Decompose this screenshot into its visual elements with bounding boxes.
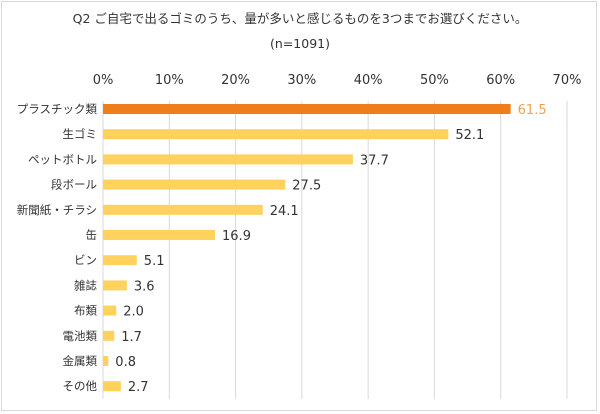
category-label: ペットボトル — [28, 152, 97, 166]
x-tick-label: 20% — [221, 73, 250, 88]
category-label: 生ゴミ — [63, 127, 98, 141]
bar — [103, 230, 216, 240]
value-label: 5.1 — [144, 254, 165, 269]
bar — [103, 104, 511, 114]
x-tick-label: 50% — [420, 73, 449, 88]
category-label: 電池類 — [63, 329, 98, 343]
value-label: 37.7 — [360, 153, 389, 168]
category-label: ビン — [74, 253, 97, 267]
value-label: 2.7 — [128, 380, 149, 395]
value-label: 16.9 — [222, 229, 251, 244]
value-label: 1.7 — [121, 330, 142, 345]
chart-title: Q2 ご自宅で出るゴミのうち、量が多いと感じるものを3つまでお選びください。 — [72, 11, 528, 26]
category-label: プラスチック類 — [17, 102, 98, 116]
bar — [103, 381, 121, 392]
bar — [103, 204, 263, 215]
bar — [103, 356, 109, 366]
category-label: 雑誌 — [74, 278, 97, 292]
category-label: 金属類 — [63, 354, 98, 368]
category-label: 布類 — [74, 304, 97, 318]
x-tick-label: 0% — [93, 73, 114, 88]
category-label: 新聞紙・チラシ — [17, 203, 97, 217]
value-label: 0.8 — [115, 355, 136, 370]
bar — [103, 255, 137, 266]
value-label: 27.5 — [292, 179, 321, 194]
x-tick-label: 30% — [287, 73, 316, 88]
bar — [103, 129, 449, 140]
bar — [103, 154, 353, 165]
value-label: 52.1 — [455, 128, 484, 143]
category-label: その他 — [63, 379, 98, 393]
x-tick-label: 40% — [354, 73, 383, 88]
value-label: 3.6 — [134, 279, 155, 294]
x-tick-label: 10% — [155, 73, 184, 88]
category-label: 缶 — [86, 228, 98, 242]
value-label: 61.5 — [518, 103, 547, 118]
x-tick-label: 70% — [553, 73, 582, 88]
bar — [103, 280, 127, 291]
value-label: 24.1 — [270, 204, 299, 219]
value-label: 2.0 — [123, 305, 144, 320]
category-label: 段ボール — [51, 178, 97, 192]
chart-subtitle: (n=1091) — [270, 36, 330, 51]
x-tick-label: 60% — [486, 73, 515, 88]
bar — [103, 305, 117, 316]
bar — [103, 330, 115, 341]
bar — [103, 179, 286, 190]
